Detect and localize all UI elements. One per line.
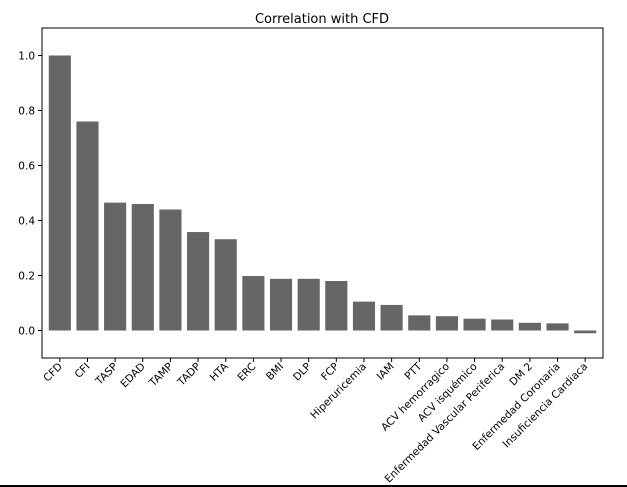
bar — [187, 232, 210, 331]
y-tick-label: 0.0 — [18, 326, 35, 338]
x-tick-label: CFD — [41, 361, 65, 385]
x-tick-label: FCP — [319, 361, 341, 383]
bar — [159, 209, 182, 331]
chart-title: Correlation with CFD — [255, 12, 389, 27]
y-tick-label: 0.4 — [18, 216, 35, 228]
bar — [435, 316, 458, 331]
x-tick-label: TASP — [93, 361, 120, 388]
bar — [380, 304, 403, 331]
bars — [48, 55, 597, 334]
x-tick-label: TAMP — [146, 361, 175, 390]
bar — [48, 55, 71, 331]
x-tick-label: CFI — [72, 361, 92, 381]
y-tick-label: 0.8 — [18, 106, 35, 118]
bar — [408, 315, 431, 331]
bar — [325, 281, 348, 331]
bar — [242, 276, 265, 331]
bar — [463, 318, 486, 331]
x-tick-label: EDAD — [118, 361, 148, 391]
y-axis: 0.0 0.2 0.4 0.6 0.8 1.0 — [18, 51, 42, 338]
y-tick-label: 0.6 — [18, 161, 35, 173]
bar — [214, 239, 237, 331]
x-tick-label: IAM — [375, 361, 397, 383]
x-tick-label: DLP — [291, 361, 314, 384]
x-tick-label: PTT — [402, 360, 424, 382]
x-tick-label: HTA — [208, 360, 232, 384]
bar — [546, 323, 569, 331]
bar — [269, 278, 293, 331]
bar — [491, 319, 514, 331]
bar — [76, 121, 99, 331]
bar — [518, 322, 541, 331]
y-tick-label: 0.2 — [18, 271, 35, 283]
bar — [574, 330, 597, 334]
bar — [131, 204, 154, 331]
plot-frame — [41, 27, 604, 359]
x-tick-label: BMI — [264, 361, 286, 383]
x-tick-label: Enfermedad Vascular Periferica — [383, 361, 508, 486]
bar — [297, 278, 320, 331]
bottom-rule — [0, 485, 627, 487]
bar — [104, 202, 127, 331]
x-tick-label: TADP — [175, 361, 203, 389]
x-tick-label: ERC — [235, 361, 258, 384]
y-tick-label: 1.0 — [18, 51, 35, 63]
bar — [352, 301, 376, 331]
